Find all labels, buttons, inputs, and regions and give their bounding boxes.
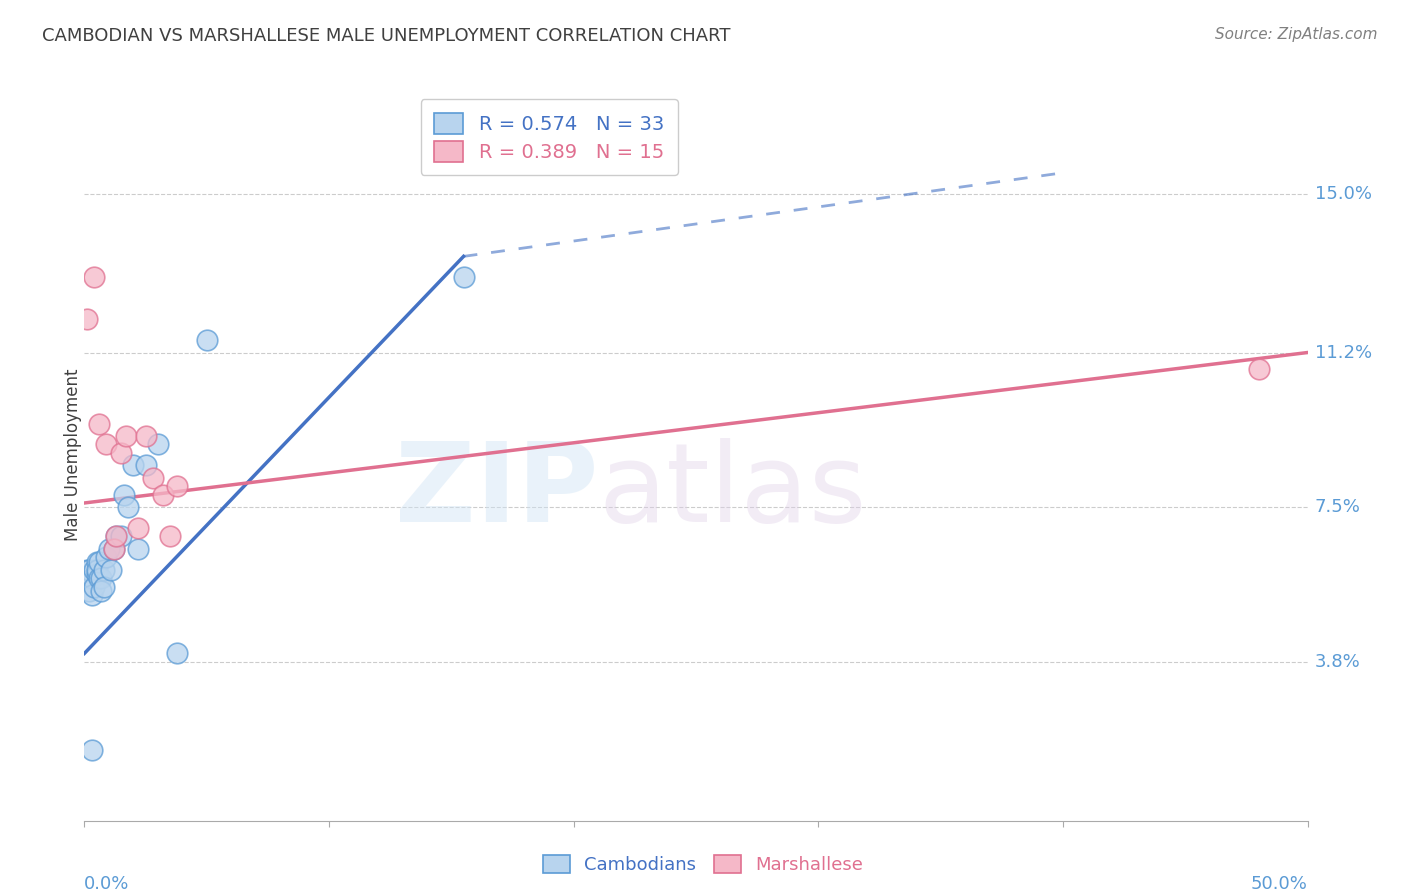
Point <box>96 550 118 565</box>
Text: atlas: atlas <box>598 438 866 545</box>
Point <box>166 479 188 493</box>
Text: ZIP: ZIP <box>395 438 598 545</box>
Point <box>1247 362 1270 376</box>
Text: 15.0%: 15.0% <box>1315 185 1372 202</box>
Point <box>86 554 108 568</box>
Point <box>146 437 169 451</box>
Point <box>127 541 149 556</box>
Y-axis label: Male Unemployment: Male Unemployment <box>65 368 82 541</box>
Point <box>96 437 118 451</box>
Point <box>110 529 132 543</box>
Point <box>135 458 157 473</box>
Point <box>127 521 149 535</box>
Point <box>76 563 98 577</box>
Point <box>83 580 105 594</box>
Point <box>135 429 157 443</box>
Point <box>115 429 138 443</box>
Text: 50.0%: 50.0% <box>1251 875 1308 892</box>
Point <box>76 312 98 326</box>
Point <box>93 563 115 577</box>
Point <box>100 563 122 577</box>
Point <box>103 541 125 556</box>
Point <box>453 270 475 285</box>
Legend: R = 0.574   N = 33, R = 0.389   N = 15: R = 0.574 N = 33, R = 0.389 N = 15 <box>420 99 678 176</box>
Point <box>97 541 120 556</box>
Point <box>90 571 112 585</box>
Point <box>152 488 174 502</box>
Point <box>80 588 103 602</box>
Point <box>93 580 115 594</box>
Point <box>105 529 128 543</box>
Point <box>77 563 100 577</box>
Point <box>122 458 145 473</box>
Point <box>80 742 103 756</box>
Point <box>195 333 218 347</box>
Point <box>142 471 165 485</box>
Point <box>87 554 110 568</box>
Point <box>77 583 100 598</box>
Legend: Cambodians, Marshallese: Cambodians, Marshallese <box>533 846 873 883</box>
Point <box>83 563 105 577</box>
Point <box>80 571 103 585</box>
Point <box>86 563 108 577</box>
Point <box>110 446 132 460</box>
Point <box>105 529 128 543</box>
Text: 0.0%: 0.0% <box>84 875 129 892</box>
Point <box>87 417 110 431</box>
Point <box>87 571 110 585</box>
Point <box>112 488 135 502</box>
Text: 7.5%: 7.5% <box>1315 498 1361 516</box>
Text: Source: ZipAtlas.com: Source: ZipAtlas.com <box>1215 27 1378 42</box>
Point <box>86 567 108 582</box>
Text: 11.2%: 11.2% <box>1315 343 1372 361</box>
Point <box>159 529 181 543</box>
Point <box>83 270 105 285</box>
Point <box>103 541 125 556</box>
Point <box>117 500 139 515</box>
Point <box>166 647 188 661</box>
Point <box>76 571 98 585</box>
Point <box>90 583 112 598</box>
Text: CAMBODIAN VS MARSHALLESE MALE UNEMPLOYMENT CORRELATION CHART: CAMBODIAN VS MARSHALLESE MALE UNEMPLOYME… <box>42 27 731 45</box>
Text: 3.8%: 3.8% <box>1315 653 1361 671</box>
